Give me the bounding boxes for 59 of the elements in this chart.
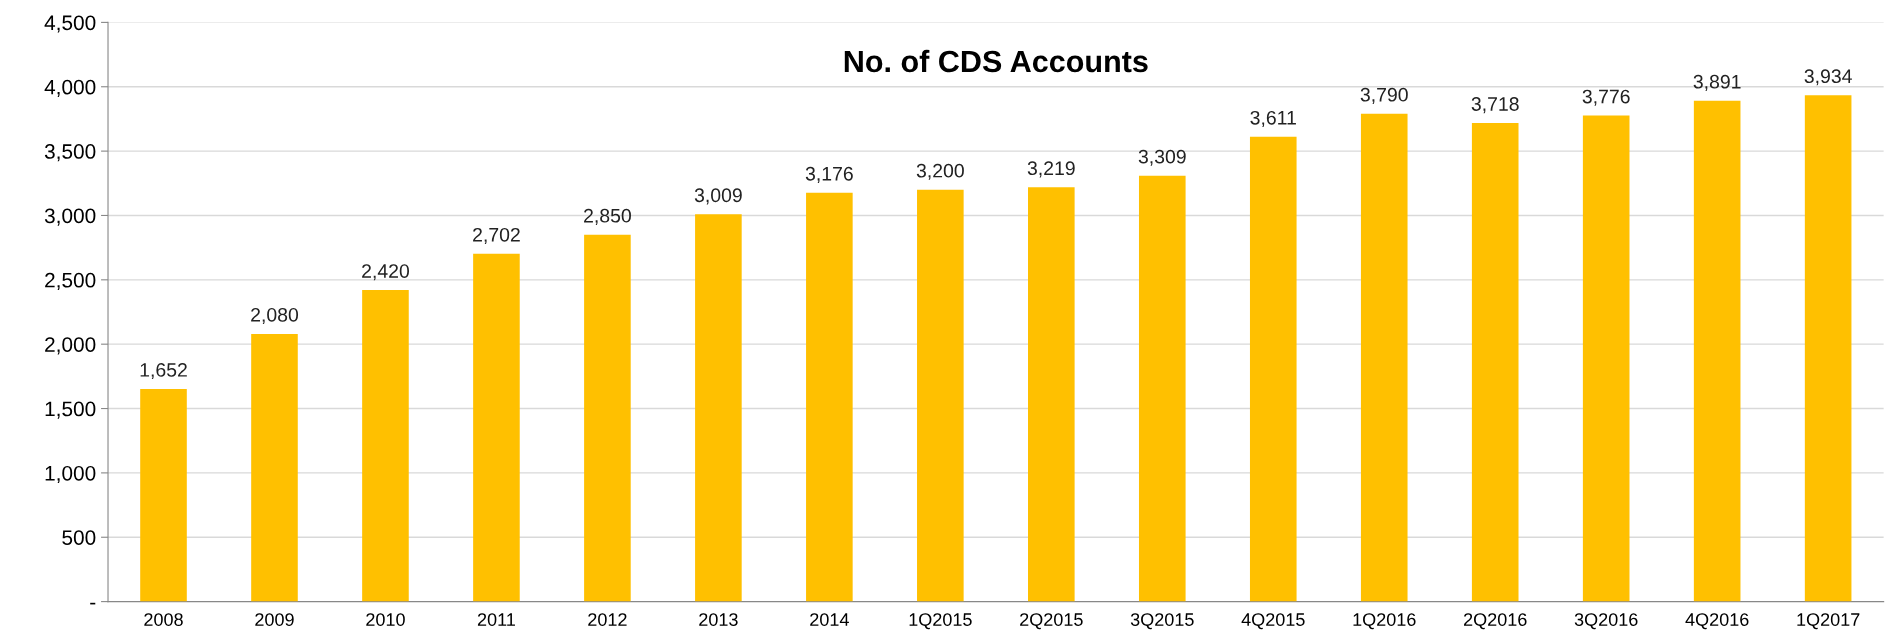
bar [584,234,631,602]
bar [1028,187,1075,602]
x-tick-label: 1Q2016 [1353,613,1416,630]
x-tick-label: 2012 [588,613,627,626]
bar [1249,136,1297,602]
x-tick-label: 2013 [699,613,738,626]
x-tick-label: 2014 [810,613,849,626]
x-tick-label: 2010 [366,613,405,626]
bar [1360,113,1408,602]
data-label: 3,009 [694,188,742,205]
y-tick-label: 1,000 [45,465,96,484]
bar [251,333,298,602]
x-tick-label: 3Q2015 [1130,613,1194,630]
data-label: 3,611 [1250,110,1296,127]
bar [1693,100,1741,602]
data-label: 3,219 [1027,161,1075,178]
y-tick-label: 1,500 [45,401,96,419]
data-label: 3,934 [1804,69,1852,86]
data-label: 2,702 [473,227,520,244]
bar [1138,175,1186,602]
y-tick-label: 2,500 [45,272,96,291]
y-tick-label: - [90,602,96,605]
data-label: 3,891 [1693,74,1741,91]
y-tick-label: 2,000 [45,337,96,355]
bar [806,192,853,602]
y-tick-label: 3,500 [44,144,96,162]
bar [1804,95,1852,602]
x-tick-label: 2011 [477,613,515,626]
y-tick-label: 4,000 [44,79,96,97]
x-tick-label: 2008 [144,613,183,626]
data-label: 2,080 [251,307,299,324]
data-label: 2,420 [362,264,410,281]
data-label: 3,776 [1582,89,1630,106]
x-tick-label: 3Q2016 [1574,613,1638,630]
y-tick-label: 500 [62,530,96,545]
data-label: 3,718 [1471,97,1519,114]
bar [695,214,742,602]
data-label: 2,850 [584,208,631,225]
bar [140,388,187,602]
x-tick-label: 1Q2015 [909,613,972,630]
bar [362,290,409,602]
bar [1582,115,1630,602]
y-tick-label: 3,000 [44,208,96,226]
x-tick-label: 2Q2015 [1020,613,1083,630]
data-label: 3,200 [916,163,964,180]
text: No. of CDS Accounts [844,49,1148,73]
x-tick-label: 2009 [255,613,294,626]
x-tick-label: 1Q2017 [1797,613,1860,630]
x-tick-label: 2Q2016 [1464,613,1527,630]
x-tick-label: 4Q2015 [1241,613,1305,630]
bar [917,189,964,602]
data-label: 3,176 [805,166,853,183]
data-label: 1,652 [140,363,187,380]
y-tick-label: 4,500 [44,15,96,33]
data-label: 3,309 [1138,149,1186,166]
bar [473,253,520,602]
x-tick-label: 4Q2016 [1685,613,1749,630]
bar [1471,123,1519,602]
data-label: 3,790 [1360,87,1408,104]
